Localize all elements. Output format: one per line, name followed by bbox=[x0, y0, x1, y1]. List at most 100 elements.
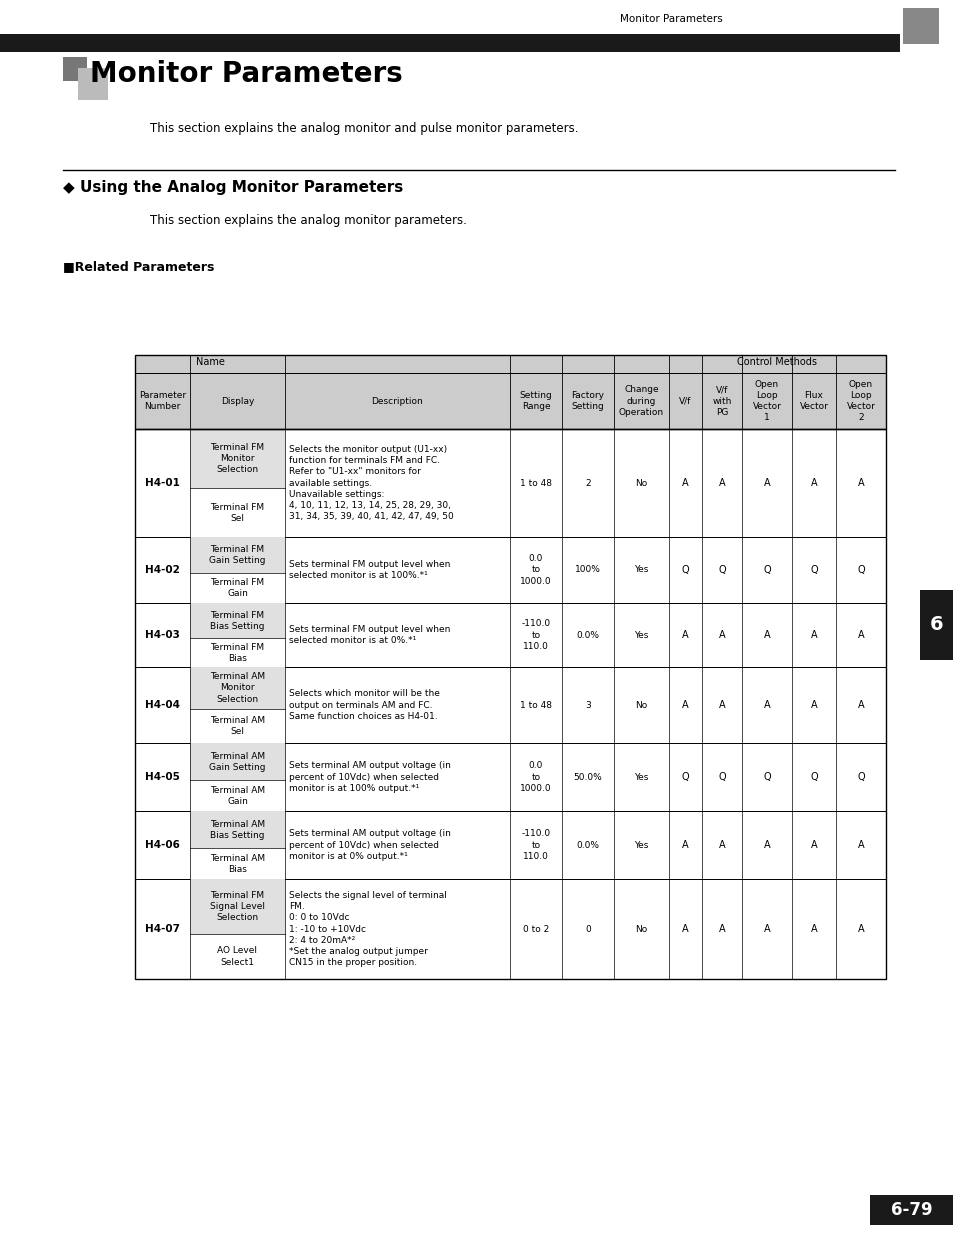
Bar bbox=[190, 638, 285, 667]
Text: A: A bbox=[857, 700, 863, 710]
Text: A: A bbox=[763, 700, 769, 710]
Text: Description: Description bbox=[372, 396, 423, 405]
Bar bbox=[135, 811, 885, 879]
Text: Selects the signal level of terminal
FM.
0: 0 to 10Vdc
1: -10 to +10Vdc
2: 4 to : Selects the signal level of terminal FM.… bbox=[289, 892, 446, 967]
Bar bbox=[135, 743, 885, 811]
Text: Yes: Yes bbox=[634, 631, 648, 640]
Text: H4-02: H4-02 bbox=[145, 564, 180, 576]
Text: A: A bbox=[718, 840, 724, 850]
Bar bbox=[190, 537, 285, 573]
Text: A: A bbox=[718, 478, 724, 488]
Bar bbox=[869, 1195, 953, 1225]
Text: 6: 6 bbox=[929, 615, 943, 635]
Text: 0.0%: 0.0% bbox=[576, 841, 598, 850]
Bar bbox=[902, 7, 938, 44]
Bar bbox=[190, 429, 285, 488]
Text: Terminal AM
Gain: Terminal AM Gain bbox=[210, 785, 265, 805]
Text: Open
Loop
Vector
2: Open Loop Vector 2 bbox=[845, 380, 875, 422]
Text: Terminal AM
Monitor
Selection: Terminal AM Monitor Selection bbox=[210, 672, 265, 704]
Text: Q: Q bbox=[718, 772, 725, 782]
Text: A: A bbox=[857, 924, 863, 934]
Bar bbox=[190, 667, 285, 709]
Text: H4-03: H4-03 bbox=[145, 630, 180, 640]
Text: A: A bbox=[681, 924, 688, 934]
Text: 1 to 48: 1 to 48 bbox=[519, 700, 552, 709]
Text: Q: Q bbox=[681, 564, 689, 576]
Text: Selects the monitor output (U1-xx)
function for terminals FM and FC.
Refer to "U: Selects the monitor output (U1-xx) funct… bbox=[289, 445, 454, 521]
Bar bbox=[190, 848, 285, 879]
Text: Monitor Parameters: Monitor Parameters bbox=[619, 14, 722, 23]
Text: A: A bbox=[857, 478, 863, 488]
Text: A: A bbox=[763, 478, 769, 488]
Text: Sets terminal FM output level when
selected monitor is at 100%.*¹: Sets terminal FM output level when selec… bbox=[289, 559, 450, 580]
Text: 50.0%: 50.0% bbox=[573, 773, 601, 782]
Bar bbox=[190, 743, 285, 781]
Text: Q: Q bbox=[681, 772, 689, 782]
Bar bbox=[135, 603, 885, 667]
Bar bbox=[190, 781, 285, 811]
Text: 100%: 100% bbox=[575, 566, 600, 574]
Text: AO Level
Select1: AO Level Select1 bbox=[217, 946, 257, 967]
Text: ■Related Parameters: ■Related Parameters bbox=[63, 261, 214, 273]
Text: Q: Q bbox=[762, 564, 770, 576]
Text: Terminal FM
Gain Setting: Terminal FM Gain Setting bbox=[209, 545, 266, 566]
Bar bbox=[668, 354, 885, 373]
Text: Terminal AM
Gain Setting: Terminal AM Gain Setting bbox=[209, 752, 266, 772]
Bar bbox=[919, 590, 953, 659]
Text: This section explains the analog monitor parameters.: This section explains the analog monitor… bbox=[150, 214, 466, 227]
Bar bbox=[135, 429, 885, 979]
Text: Terminal FM
Monitor
Selection: Terminal FM Monitor Selection bbox=[211, 443, 264, 474]
Text: Factory
Setting: Factory Setting bbox=[571, 391, 604, 411]
Text: A: A bbox=[810, 840, 817, 850]
Text: Setting
Range: Setting Range bbox=[519, 391, 552, 411]
Text: A: A bbox=[681, 630, 688, 640]
Text: Q: Q bbox=[762, 772, 770, 782]
Bar bbox=[190, 488, 285, 537]
Bar bbox=[190, 709, 285, 743]
Text: Terminal AM
Sel: Terminal AM Sel bbox=[210, 716, 265, 736]
Text: A: A bbox=[718, 700, 724, 710]
Text: A: A bbox=[763, 924, 769, 934]
Bar bbox=[135, 879, 885, 979]
Bar bbox=[135, 429, 885, 537]
Text: No: No bbox=[635, 478, 647, 488]
Bar bbox=[135, 667, 885, 743]
Bar bbox=[190, 934, 285, 979]
Text: A: A bbox=[763, 840, 769, 850]
Text: Change
during
Operation: Change during Operation bbox=[618, 385, 663, 416]
Text: Control Methods: Control Methods bbox=[737, 357, 817, 367]
Text: 0 to 2: 0 to 2 bbox=[522, 925, 549, 934]
Text: 6-79: 6-79 bbox=[890, 1200, 932, 1219]
Bar bbox=[135, 354, 885, 429]
Bar bbox=[190, 603, 285, 638]
Bar bbox=[0, 35, 899, 52]
Text: Terminal FM
Signal Level
Selection: Terminal FM Signal Level Selection bbox=[210, 890, 265, 923]
Text: A: A bbox=[810, 478, 817, 488]
Text: Terminal FM
Bias Setting: Terminal FM Bias Setting bbox=[210, 610, 265, 631]
Bar bbox=[135, 354, 885, 373]
Text: V/f
with
PG: V/f with PG bbox=[712, 385, 731, 416]
Text: V/f: V/f bbox=[679, 396, 691, 405]
Bar bbox=[190, 573, 285, 603]
Text: A: A bbox=[681, 478, 688, 488]
Text: Sets terminal AM output voltage (in
percent of 10Vdc) when selected
monitor is a: Sets terminal AM output voltage (in perc… bbox=[289, 762, 451, 793]
Text: Open
Loop
Vector
1: Open Loop Vector 1 bbox=[752, 380, 781, 422]
Text: Yes: Yes bbox=[634, 773, 648, 782]
Text: Display: Display bbox=[220, 396, 253, 405]
Text: Sets terminal FM output level when
selected monitor is at 0%.*¹: Sets terminal FM output level when selec… bbox=[289, 625, 450, 645]
Text: Q: Q bbox=[809, 564, 817, 576]
Text: 0: 0 bbox=[584, 925, 590, 934]
Text: Terminal FM
Gain: Terminal FM Gain bbox=[211, 578, 264, 598]
Bar bbox=[135, 373, 885, 429]
Text: -110.0
to
110.0: -110.0 to 110.0 bbox=[521, 620, 550, 651]
Text: A: A bbox=[857, 840, 863, 850]
Text: 3: 3 bbox=[584, 700, 590, 709]
Text: -110.0
to
110.0: -110.0 to 110.0 bbox=[521, 830, 550, 861]
Text: Sets terminal AM output voltage (in
percent of 10Vdc) when selected
monitor is a: Sets terminal AM output voltage (in perc… bbox=[289, 830, 451, 861]
Bar bbox=[135, 354, 285, 373]
Text: Q: Q bbox=[718, 564, 725, 576]
Text: A: A bbox=[681, 700, 688, 710]
Text: A: A bbox=[810, 630, 817, 640]
Text: Q: Q bbox=[857, 772, 864, 782]
Text: H4-05: H4-05 bbox=[145, 772, 180, 782]
